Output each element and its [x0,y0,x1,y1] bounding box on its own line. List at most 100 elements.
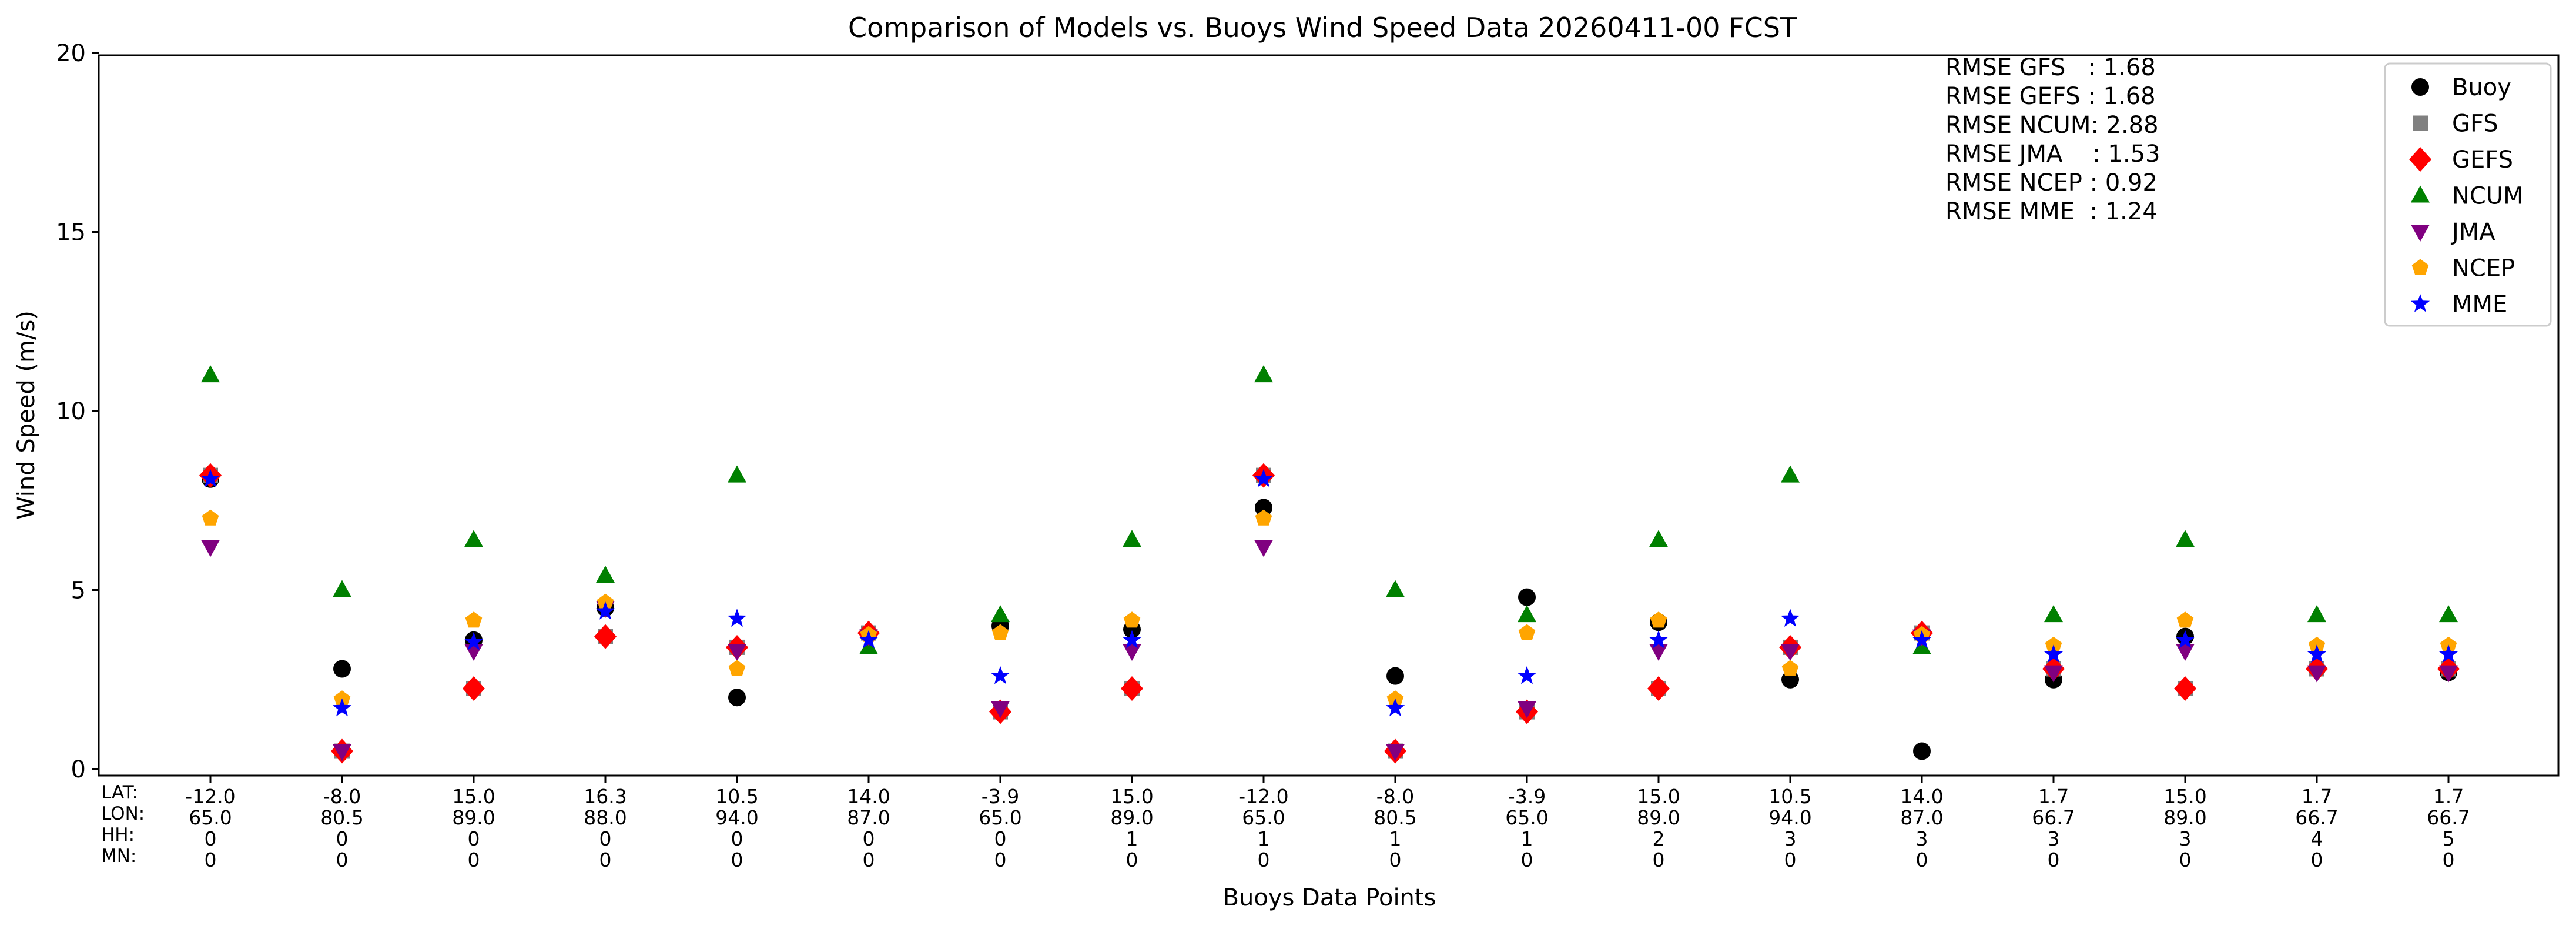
x-tick-label: 3 [2179,827,2192,850]
legend-marker-gefs [2409,147,2431,172]
point-jma [1123,644,1141,661]
point-ncum [991,605,1010,623]
rmse-line: RMSE GEFS : 1.68 [1945,83,2156,110]
x-tick-label: 0 [205,827,217,850]
y-tick-label: 10 [56,398,86,425]
x-tick-label: 0 [336,848,349,871]
point-jma [2439,665,2458,683]
x-tick-label: 65.0 [189,806,232,829]
point-ncum [1254,365,1273,383]
y-axis-label: Wind Speed (m/s) [13,310,40,520]
point-mme [2307,644,2327,663]
x-tick-label: -8.0 [323,785,361,808]
point-jma [1386,744,1405,761]
point-mme [1385,698,1405,717]
point-mme [1254,469,1274,487]
x-tick-label: 89.0 [1637,806,1680,829]
x-tick-label: 10.5 [715,785,758,808]
legend-marker-ncum [2411,185,2430,203]
plot-frame [98,54,2560,777]
point-mme [332,698,352,717]
x-tick-label: 15.0 [452,785,495,808]
point-gefs [463,676,485,701]
point-buoy [1255,499,1272,517]
point-mme [727,609,747,627]
point-mme [1780,609,1800,627]
point-ncep [728,660,746,676]
x-axis-label: Buoys Data Points [1223,884,1436,911]
x-row-header: MN: [101,846,136,867]
x-tick-label: 3 [1784,827,1797,850]
point-gefs [2174,676,2196,701]
x-tick-label: 89.0 [452,806,495,829]
x-tick-label: 0 [1916,848,1928,871]
x-tick-label: 14.0 [847,785,890,808]
legend-marker-jma [2411,225,2430,242]
x-tick-label: 0 [1258,848,1270,871]
x-tick-label: 0 [994,827,1007,850]
point-gefs [1647,676,1670,701]
chart-title: Comparison of Models vs. Buoys Wind Spee… [848,12,1797,44]
x-tick-label: 1 [1389,827,1402,850]
x-tick-label: 94.0 [715,806,758,829]
x-tick-label: 89.0 [2163,806,2206,829]
point-mme [464,631,484,650]
point-mme [2175,630,2195,649]
x-tick-label: 87.0 [1900,806,1943,829]
x-row-header: LON: [101,803,145,824]
x-tick-label: 2 [1653,827,1665,850]
y-tick-label: 5 [71,577,86,604]
point-ncum [2176,530,2195,547]
point-ncum [1123,530,1141,547]
point-ncep [2176,611,2194,628]
x-tick-label: 89.0 [1110,806,1153,829]
legend-label: NCUM [2452,183,2524,210]
x-tick-label: 0 [731,827,743,850]
point-ncep [991,624,1009,640]
point-ncum [596,566,615,583]
y-tick-label: 15 [56,219,86,246]
x-tick-label: -12.0 [185,785,235,808]
rmse-line: RMSE NCEP : 0.92 [1945,169,2158,196]
x-tick-label: 0 [731,848,743,871]
rmse-line: RMSE JMA : 1.53 [1945,141,2160,168]
legend-label: NCEP [2452,255,2515,282]
x-tick-label: 0 [2311,848,2323,871]
point-mme [1649,630,1669,649]
point-mme [1122,630,1142,649]
x-tick-label: 10.5 [1768,785,1811,808]
x-tick-label: 0 [1653,848,1665,871]
legend-label: MME [2452,291,2507,318]
point-mme [1517,666,1537,684]
x-tick-label: 0 [468,848,480,871]
point-jma [2044,665,2063,683]
legend-marker-ncep [2411,259,2429,275]
x-tick-label: 65.0 [1505,806,1548,829]
x-tick-label: 1 [1258,827,1270,850]
x-tick-label: 0 [863,827,875,850]
point-mme [200,469,220,487]
point-ncum [1781,465,1800,483]
legend-label: GEFS [2452,146,2513,173]
x-tick-label: 80.5 [1374,806,1416,829]
point-ncep [1781,660,1799,676]
x-tick-label: 0 [2443,848,2455,871]
x-row-header: LAT: [101,782,138,803]
x-tick-label: 1.7 [2038,785,2069,808]
y-axis: 0 5 10 15 20 [56,40,99,783]
x-tick-label: 1.7 [2302,785,2332,808]
x-tick-label: 0 [2179,848,2192,871]
x-tick-label: 65.0 [979,806,1021,829]
legend-label: Buoy [2452,74,2511,101]
x-tick-label: 0 [1389,848,1402,871]
point-gefs [594,624,617,649]
point-ncum [464,530,483,547]
point-ncep [465,611,483,628]
x-row-headers: LAT:LON:HH:MN: [101,782,145,867]
point-buoy [1518,588,1536,606]
point-jma [201,540,220,557]
rmse-line: RMSE MME : 1.24 [1945,198,2158,225]
